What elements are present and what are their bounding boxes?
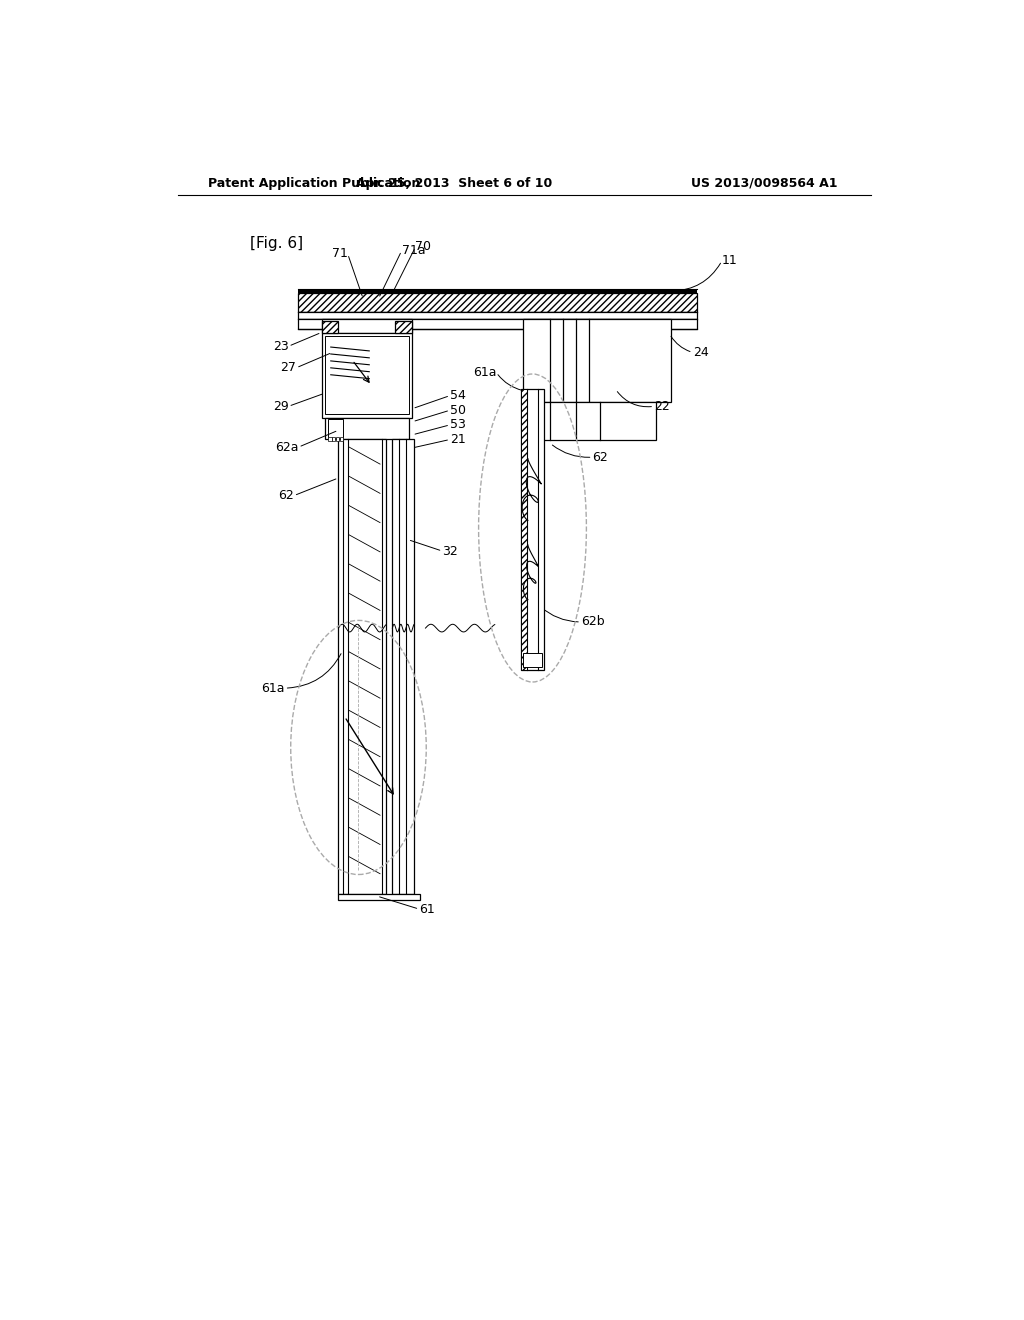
Text: 54: 54 bbox=[451, 389, 466, 403]
Text: 11: 11 bbox=[722, 255, 737, 268]
Text: 71a: 71a bbox=[401, 244, 425, 257]
Bar bbox=[328, 420, 343, 438]
Bar bbox=[521, 389, 527, 671]
Text: 50: 50 bbox=[451, 404, 466, 417]
Bar bbox=[298, 312, 696, 319]
Text: 70: 70 bbox=[416, 240, 431, 253]
Text: 61a: 61a bbox=[261, 681, 285, 694]
Bar bbox=[521, 389, 544, 671]
Bar bbox=[523, 653, 542, 667]
Bar bbox=[395, 321, 413, 333]
Bar bbox=[523, 319, 671, 401]
Bar bbox=[322, 333, 413, 418]
Text: 62: 62 bbox=[279, 490, 294, 502]
Text: 61a: 61a bbox=[473, 366, 497, 379]
Bar bbox=[325, 335, 410, 414]
Text: 24: 24 bbox=[692, 346, 709, 359]
Text: 23: 23 bbox=[272, 339, 289, 352]
Bar bbox=[539, 401, 655, 441]
Text: Patent Application Publication: Patent Application Publication bbox=[208, 177, 420, 190]
Text: 53: 53 bbox=[451, 418, 466, 432]
Text: 61: 61 bbox=[419, 903, 435, 916]
Text: 71: 71 bbox=[332, 247, 348, 260]
Bar bbox=[298, 319, 696, 329]
Text: 21: 21 bbox=[451, 433, 466, 446]
Bar bbox=[340, 437, 343, 441]
Bar bbox=[339, 440, 386, 894]
Bar bbox=[339, 894, 420, 900]
Bar bbox=[298, 289, 696, 293]
Bar bbox=[329, 437, 332, 441]
Text: 62b: 62b bbox=[581, 615, 604, 628]
Text: [Fig. 6]: [Fig. 6] bbox=[250, 235, 303, 251]
Bar bbox=[336, 437, 339, 441]
Text: 27: 27 bbox=[281, 362, 296, 375]
Text: 29: 29 bbox=[272, 400, 289, 413]
Bar bbox=[333, 437, 336, 441]
Text: 32: 32 bbox=[442, 545, 458, 557]
Bar bbox=[322, 319, 413, 333]
Bar bbox=[298, 293, 696, 312]
Text: 22: 22 bbox=[654, 400, 670, 413]
Text: Apr. 25, 2013  Sheet 6 of 10: Apr. 25, 2013 Sheet 6 of 10 bbox=[355, 177, 552, 190]
Text: 62a: 62a bbox=[274, 441, 298, 454]
Bar bbox=[392, 440, 414, 894]
Text: US 2013/0098564 A1: US 2013/0098564 A1 bbox=[691, 177, 838, 190]
Bar bbox=[325, 418, 410, 440]
Text: 62: 62 bbox=[593, 450, 608, 463]
Bar bbox=[322, 321, 339, 333]
